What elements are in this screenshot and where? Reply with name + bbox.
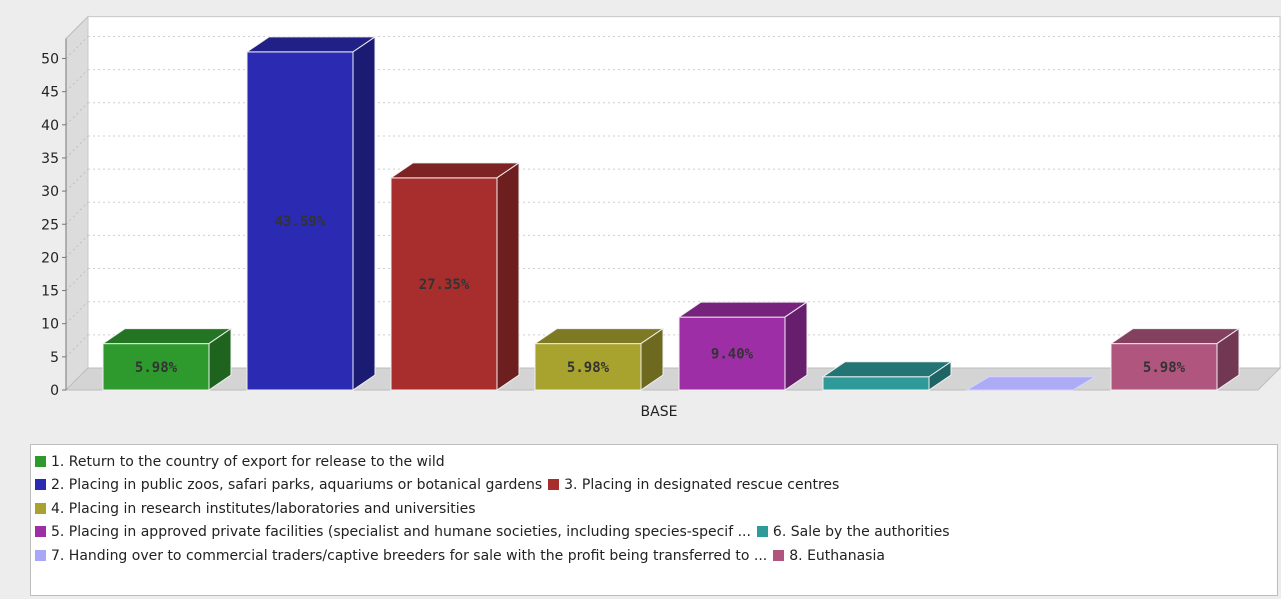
data-label: 5.98% xyxy=(1143,360,1186,376)
data-label: 5.98% xyxy=(567,360,610,376)
y-tick-label: 20 xyxy=(41,250,59,266)
legend-swatch xyxy=(773,549,785,561)
x-axis-label: BASE xyxy=(641,404,678,420)
bar-side xyxy=(640,327,664,391)
legend: 1. Return to the country of export for r… xyxy=(30,444,1278,596)
gridline xyxy=(65,301,89,325)
legend-swatch xyxy=(35,549,46,561)
bar-side xyxy=(208,327,232,391)
legend-item: 1. Return to the country of export for r… xyxy=(35,451,445,474)
legend-item: 7. Handing over to commercial traders/ca… xyxy=(35,545,767,568)
legend-swatch xyxy=(548,479,560,491)
legend-swatch xyxy=(35,479,46,491)
legend-row: 1. Return to the country of export for r… xyxy=(35,451,1273,474)
legend-item: 4. Placing in research institutes/labora… xyxy=(35,498,476,521)
data-label: 27.35% xyxy=(419,277,470,293)
y-tick-label: 30 xyxy=(41,184,59,200)
gridline xyxy=(65,334,89,358)
bar-side xyxy=(784,301,808,391)
y-tick-label: 25 xyxy=(41,217,59,233)
legend-item: 8. Euthanasia xyxy=(773,545,885,568)
gridline xyxy=(65,235,89,258)
y-tick-label: 45 xyxy=(41,85,59,101)
legend-swatch xyxy=(35,502,46,514)
legend-row: 7. Handing over to commercial traders/ca… xyxy=(35,545,1273,568)
y-tick-label: 15 xyxy=(41,284,59,300)
bar-side xyxy=(496,161,520,391)
legend-swatch xyxy=(756,526,768,538)
legend-label: 1. Return to the country of export for r… xyxy=(51,454,445,470)
legend-label: 7. Handing over to commercial traders/ca… xyxy=(51,547,768,564)
legend-label: 2. Placing in public zoos, safari parks,… xyxy=(51,477,543,494)
y-tick-label: 10 xyxy=(41,317,59,333)
legend-swatch xyxy=(35,456,46,467)
bar-chart: 0 5 10 15 20 25 30 35 40 45 50 5.98% 43.59% 27.35% 5.9… xyxy=(41,15,1281,420)
legend-row: 4. Placing in research institutes/labora… xyxy=(35,498,1273,521)
bar-side xyxy=(1216,327,1240,391)
y-tick-label: 0 xyxy=(50,383,59,399)
data-label: 9.40% xyxy=(711,347,754,363)
gridline xyxy=(65,135,89,159)
y-tick-label: 35 xyxy=(41,151,59,167)
bar xyxy=(822,376,930,391)
gridline xyxy=(65,102,89,126)
y-tick-label: 50 xyxy=(41,52,59,68)
gridline xyxy=(65,69,89,93)
legend-label: 6. Sale by the authorities xyxy=(772,524,950,541)
legend-item: 3. Placing in designated rescue centres xyxy=(548,474,839,497)
bar xyxy=(390,177,498,391)
bar-top xyxy=(965,376,1097,391)
legend-item: 5. Placing in approved private facilitie… xyxy=(35,521,751,544)
gridline xyxy=(65,36,89,59)
legend-swatch xyxy=(35,526,46,538)
gridline xyxy=(65,201,89,225)
chart-area: 0 5 10 15 20 25 30 35 40 45 50 5.98% 43.59% 27.35% 5.9… xyxy=(41,15,1281,420)
bar xyxy=(1110,343,1218,391)
legend-label: 4. Placing in research institutes/labora… xyxy=(51,500,476,517)
bar-side xyxy=(928,360,952,391)
legend-label: 8. Euthanasia xyxy=(789,547,885,564)
legend-row: 5. Placing in approved private facilitie… xyxy=(35,521,1273,544)
legend-row: 2. Placing in public zoos, safari parks,… xyxy=(35,474,1273,497)
bar xyxy=(534,343,642,391)
bar xyxy=(102,343,210,391)
data-label: 5.98% xyxy=(135,360,178,376)
data-label: 43.59% xyxy=(275,214,326,230)
legend-label: 5. Placing in approved private facilitie… xyxy=(51,524,751,541)
legend-label: 3. Placing in designated rescue centres xyxy=(564,477,840,494)
y-tick-label: 40 xyxy=(41,118,59,134)
y-tick-label: 5 xyxy=(50,350,59,366)
bar-side xyxy=(352,35,376,391)
legend-item: 2. Placing in public zoos, safari parks,… xyxy=(35,474,542,497)
legend-item: 6. Sale by the authorities xyxy=(756,521,950,544)
gridline xyxy=(65,268,89,291)
gridline xyxy=(65,168,89,192)
